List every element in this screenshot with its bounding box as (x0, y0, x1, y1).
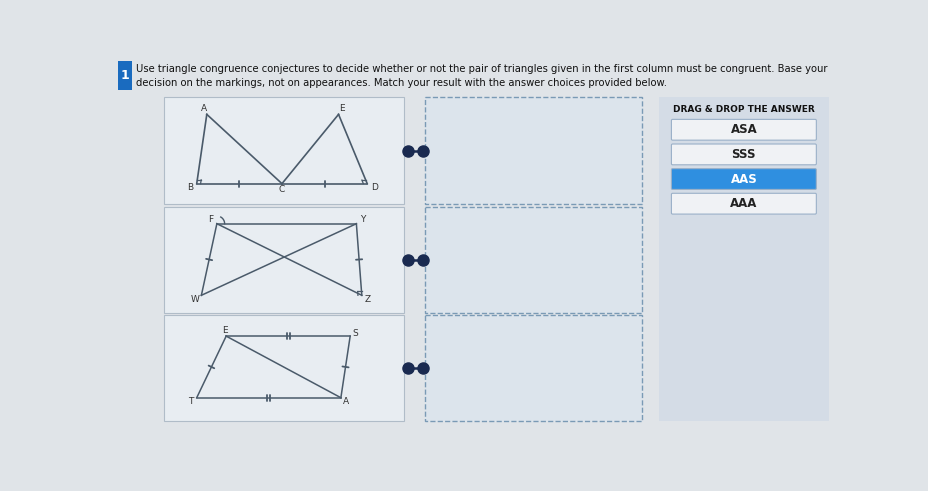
Text: S: S (353, 328, 358, 337)
Text: E: E (340, 105, 345, 113)
Bar (164, 315, 404, 421)
Text: B: B (187, 183, 193, 192)
FancyBboxPatch shape (671, 144, 816, 165)
Text: Y: Y (359, 216, 365, 224)
Text: A: A (342, 397, 349, 406)
Text: Use triangle congruence conjectures to decide whether or not the pair of triangl: Use triangle congruence conjectures to d… (136, 63, 827, 88)
Text: E: E (222, 326, 227, 335)
Text: 1: 1 (121, 69, 130, 82)
Text: T: T (187, 397, 193, 406)
Bar (164, 97, 404, 204)
Text: AAS: AAS (729, 172, 756, 186)
Bar (424, 207, 641, 313)
Text: F: F (208, 216, 213, 224)
Text: AAA: AAA (729, 197, 756, 210)
Text: SSS: SSS (731, 148, 755, 161)
Text: DRAG & DROP THE ANSWER: DRAG & DROP THE ANSWER (672, 105, 814, 114)
FancyBboxPatch shape (671, 193, 816, 214)
Bar (658, 97, 828, 421)
Text: W: W (190, 296, 200, 304)
FancyBboxPatch shape (671, 168, 816, 190)
Text: Z: Z (365, 296, 370, 304)
Bar (424, 97, 641, 204)
Bar (424, 315, 641, 421)
Text: ASA: ASA (729, 123, 756, 136)
Text: A: A (200, 105, 207, 113)
Bar (119, 61, 133, 90)
Text: C: C (278, 185, 285, 194)
Bar (164, 207, 404, 313)
FancyBboxPatch shape (671, 119, 816, 140)
Text: D: D (370, 183, 377, 192)
